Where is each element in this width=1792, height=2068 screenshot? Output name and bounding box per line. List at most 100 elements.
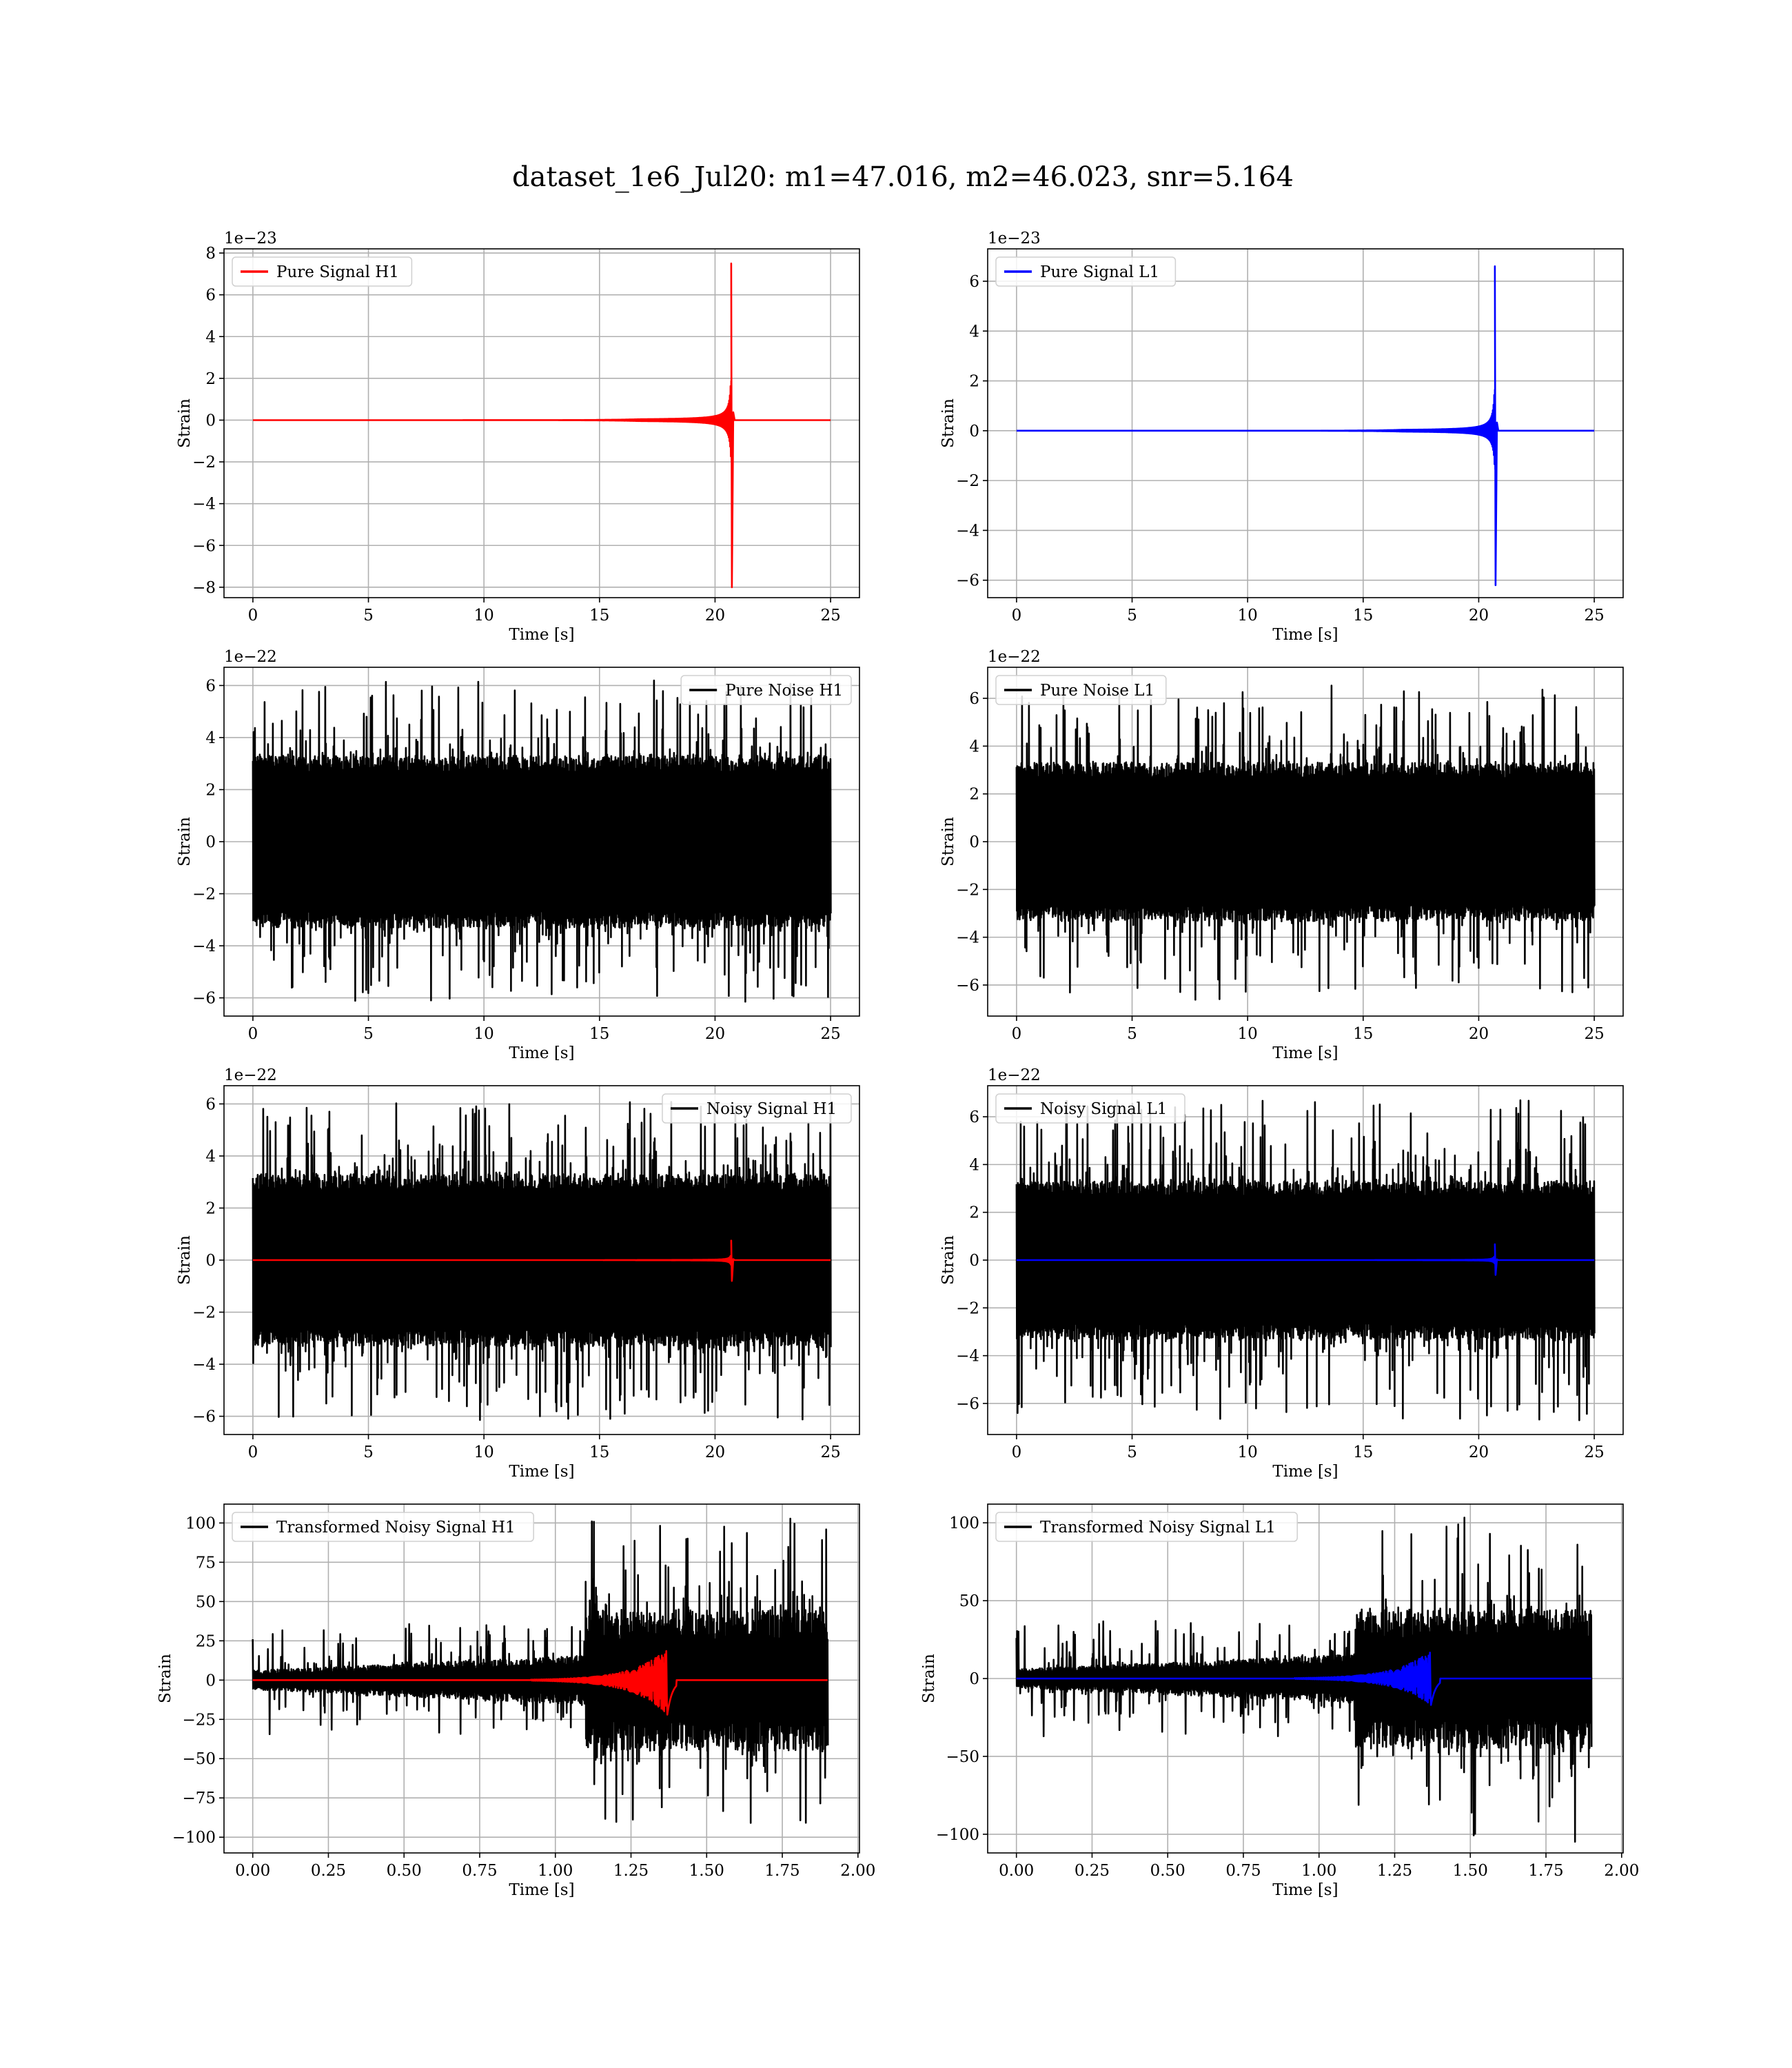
x-tick-label: 20 (1469, 1025, 1489, 1043)
y-tick-label: 25 (196, 1632, 216, 1650)
x-tick-label: 0 (1012, 607, 1022, 625)
subplot-transformed-noisy-signal-l1: 0.00 0.25 0.50 0.75 1.00 1.25 1.50 1.75 2.00 −100… (920, 1503, 1640, 1899)
ticks: 0.00 0.25 0.50 0.75 1.00 1.25 1.50 1.75 2.00 −100… (936, 1514, 1640, 1880)
x-axis-label: Time [s] (1272, 1044, 1338, 1062)
x-tick-label: 1.50 (1453, 1862, 1488, 1880)
legend-label: Noisy Signal H1 (706, 1100, 837, 1118)
x-axis-label: Time [s] (509, 1463, 574, 1481)
series-line-overlay-1 (1016, 1243, 1595, 1276)
grid-lines (224, 249, 859, 598)
x-tick-label: 0 (248, 607, 258, 625)
y-tick-label: 50 (196, 1593, 216, 1611)
x-tick-label: 15 (589, 607, 609, 625)
legend-label: Pure Noise L1 (1040, 682, 1154, 700)
x-tick-label: 15 (1353, 607, 1373, 625)
y-tick-label: 6 (205, 1095, 216, 1113)
x-tick-label: 0.75 (1225, 1862, 1261, 1880)
legend: Transformed Noisy Signal H1 (232, 1512, 534, 1542)
x-tick-label: 10 (474, 607, 494, 625)
x-tick-label: 25 (820, 1443, 840, 1461)
x-tick-label: 10 (474, 1443, 494, 1461)
legend: Noisy Signal L1 (995, 1093, 1185, 1124)
y-tick-label: 100 (185, 1514, 216, 1532)
y-axis-label: Strain (939, 817, 957, 866)
y-tick-label: −2 (956, 881, 979, 899)
series-line-pure-noise-h1 (252, 679, 832, 1003)
subplot-transformed-noisy-signal-h1: 0.00 0.25 0.50 0.75 1.00 1.25 1.50 1.75 2.00 −100… (156, 1503, 876, 1899)
axis-offset-label: 1e−22 (224, 1066, 277, 1084)
y-tick-label: 2 (969, 373, 979, 391)
series-line-transformed-noisy-signal-h1 (252, 1517, 829, 1824)
legend: Pure Signal H1 (232, 256, 413, 287)
x-tick-label: 5 (1127, 1025, 1137, 1043)
legend-box (680, 675, 852, 705)
y-tick-label: −6 (192, 537, 216, 555)
x-axis-label: Time [s] (1272, 626, 1338, 644)
grid-lines (988, 249, 1623, 598)
legend-box (995, 1512, 1298, 1542)
y-axis-label: Strain (939, 1235, 957, 1285)
y-tick-label: 50 (959, 1592, 979, 1610)
y-tick-label: −6 (956, 1395, 979, 1413)
legend-label: Noisy Signal L1 (1040, 1100, 1167, 1118)
x-tick-label: 0.50 (1150, 1862, 1185, 1880)
y-tick-label: 2 (205, 781, 216, 799)
plot-area (1016, 265, 1595, 587)
x-tick-label: 15 (1353, 1443, 1373, 1461)
legend: Transformed Noisy Signal L1 (995, 1512, 1298, 1542)
x-tick-label: 15 (589, 1443, 609, 1461)
y-tick-label: 4 (205, 729, 216, 747)
legend-box (662, 1093, 852, 1124)
subplot-noisy-signal-l1: 0 5 10 15 20 25 −6 −4 −2 0 2 4 6 Time [s] Strain 1e−22 N… (939, 1066, 1624, 1481)
x-tick-label: 2.00 (840, 1862, 875, 1880)
x-tick-label: 20 (705, 1025, 725, 1043)
ticks: 0 5 10 15 20 25 −6 −4 −2 0 2 4 6 (192, 677, 841, 1043)
y-tick-label: 0 (205, 1252, 216, 1270)
x-tick-label: 0 (248, 1025, 258, 1043)
y-axis-label: Strain (920, 1654, 938, 1703)
legend: Pure Noise H1 (680, 675, 852, 705)
y-tick-label: −2 (192, 886, 216, 904)
y-tick-label: 0 (205, 412, 216, 429)
x-tick-label: 15 (589, 1025, 609, 1043)
x-tick-label: 0.00 (235, 1862, 270, 1880)
y-tick-label: −50 (182, 1750, 216, 1768)
x-tick-label: 5 (1127, 1443, 1137, 1461)
y-tick-label: −4 (956, 522, 979, 540)
y-tick-label: −2 (192, 454, 216, 472)
axes-frame (223, 248, 860, 598)
y-tick-label: −6 (192, 1408, 216, 1426)
x-tick-label: 20 (705, 607, 725, 625)
y-tick-label: 6 (969, 690, 979, 708)
axis-offset-label: 1e−23 (988, 230, 1041, 247)
x-tick-label: 25 (1584, 1025, 1604, 1043)
y-axis-label: Strain (176, 817, 194, 866)
x-axis-label: Time [s] (509, 626, 574, 644)
axis-offset-label: 1e−22 (224, 648, 277, 666)
x-axis-label: Time [s] (1272, 1881, 1338, 1899)
y-tick-label: 4 (205, 1148, 216, 1166)
legend: Noisy Signal H1 (662, 1093, 852, 1124)
x-tick-label: 0.75 (462, 1862, 497, 1880)
y-tick-label: −6 (192, 990, 216, 1008)
y-tick-label: −4 (192, 1356, 216, 1374)
y-tick-label: −2 (956, 1299, 979, 1317)
ticks: 0 5 10 15 20 25 −6 −4 −2 0 2 4 6 (956, 690, 1605, 1043)
y-tick-label: 0 (969, 833, 979, 851)
x-tick-label: 0 (248, 1443, 258, 1461)
legend-label: Transformed Noisy Signal L1 (1040, 1519, 1276, 1537)
x-axis-label: Time [s] (509, 1881, 574, 1899)
y-axis-label: Strain (176, 1235, 194, 1285)
y-tick-label: 6 (205, 677, 216, 695)
plot-area (252, 1517, 829, 1824)
legend-box (995, 256, 1177, 287)
axes-frame (223, 1503, 860, 1854)
x-tick-label: 5 (363, 1025, 374, 1043)
subplot-pure-signal-l1: 0 5 10 15 20 25 −6 −4 −2 0 2 4 6 Time [s] Strain 1e−23 P… (939, 230, 1624, 644)
x-tick-label: 25 (1584, 607, 1604, 625)
x-tick-label: 20 (1469, 607, 1489, 625)
subplot-noisy-signal-h1: 0 5 10 15 20 25 −6 −4 −2 0 2 4 6 Time [s] Strain 1e−22 N… (176, 1066, 860, 1481)
ticks: 0.00 0.25 0.50 0.75 1.00 1.25 1.50 1.75 2.00 −100… (172, 1514, 876, 1880)
y-tick-label: −8 (192, 579, 216, 597)
series-line-pure-signal-h1 (252, 262, 831, 589)
